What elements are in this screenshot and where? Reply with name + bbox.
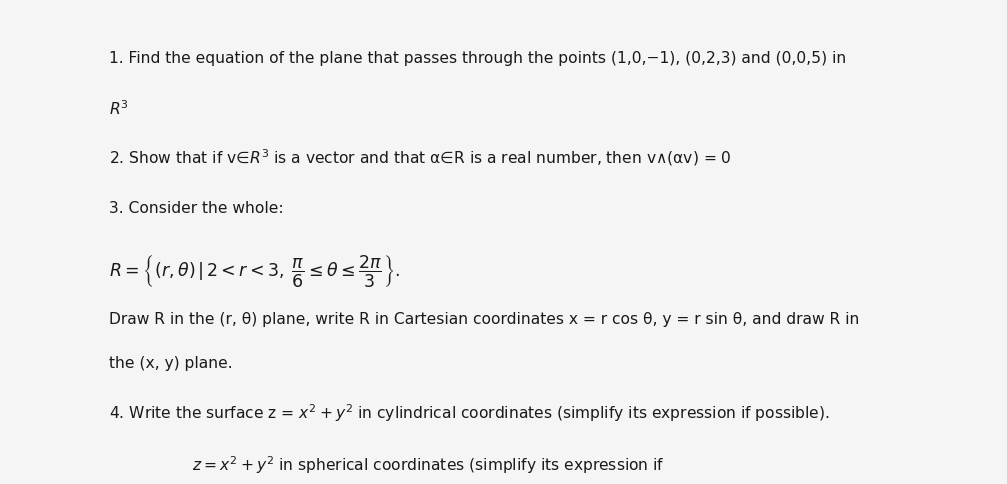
Text: the (x, y) plane.: the (x, y) plane. (109, 356, 233, 371)
Text: 2. Show that if v∈$R^3$ is a vector and that α∈R is a real number, then v∧(αv) =: 2. Show that if v∈$R^3$ is a vector and … (109, 148, 731, 168)
Text: 3. Consider the whole:: 3. Consider the whole: (109, 201, 283, 216)
Text: $z = x^2 + y^2$ in spherical coordinates (simplify its expression if: $z = x^2 + y^2$ in spherical coordinates… (109, 454, 665, 476)
Text: 1. Find the equation of the plane that passes through the points (1,0,−1), (0,2,: 1. Find the equation of the plane that p… (109, 51, 846, 66)
Text: 4. Write the surface z = $x^2 + y^2$ in cylindrical coordinates (simplify its ex: 4. Write the surface z = $x^2 + y^2$ in … (109, 403, 830, 424)
Text: $R^3$: $R^3$ (109, 99, 129, 118)
Text: Draw R in the (r, θ) plane, write R in Cartesian coordinates x = r cos θ, y = r : Draw R in the (r, θ) plane, write R in C… (109, 312, 859, 327)
Text: $R = \left\{ (r, \theta) \,|\, 2 < r < 3,\; \dfrac{\pi}{6} \leq \theta \leq \dfr: $R = \left\{ (r, \theta) \,|\, 2 < r < 3… (109, 253, 400, 288)
